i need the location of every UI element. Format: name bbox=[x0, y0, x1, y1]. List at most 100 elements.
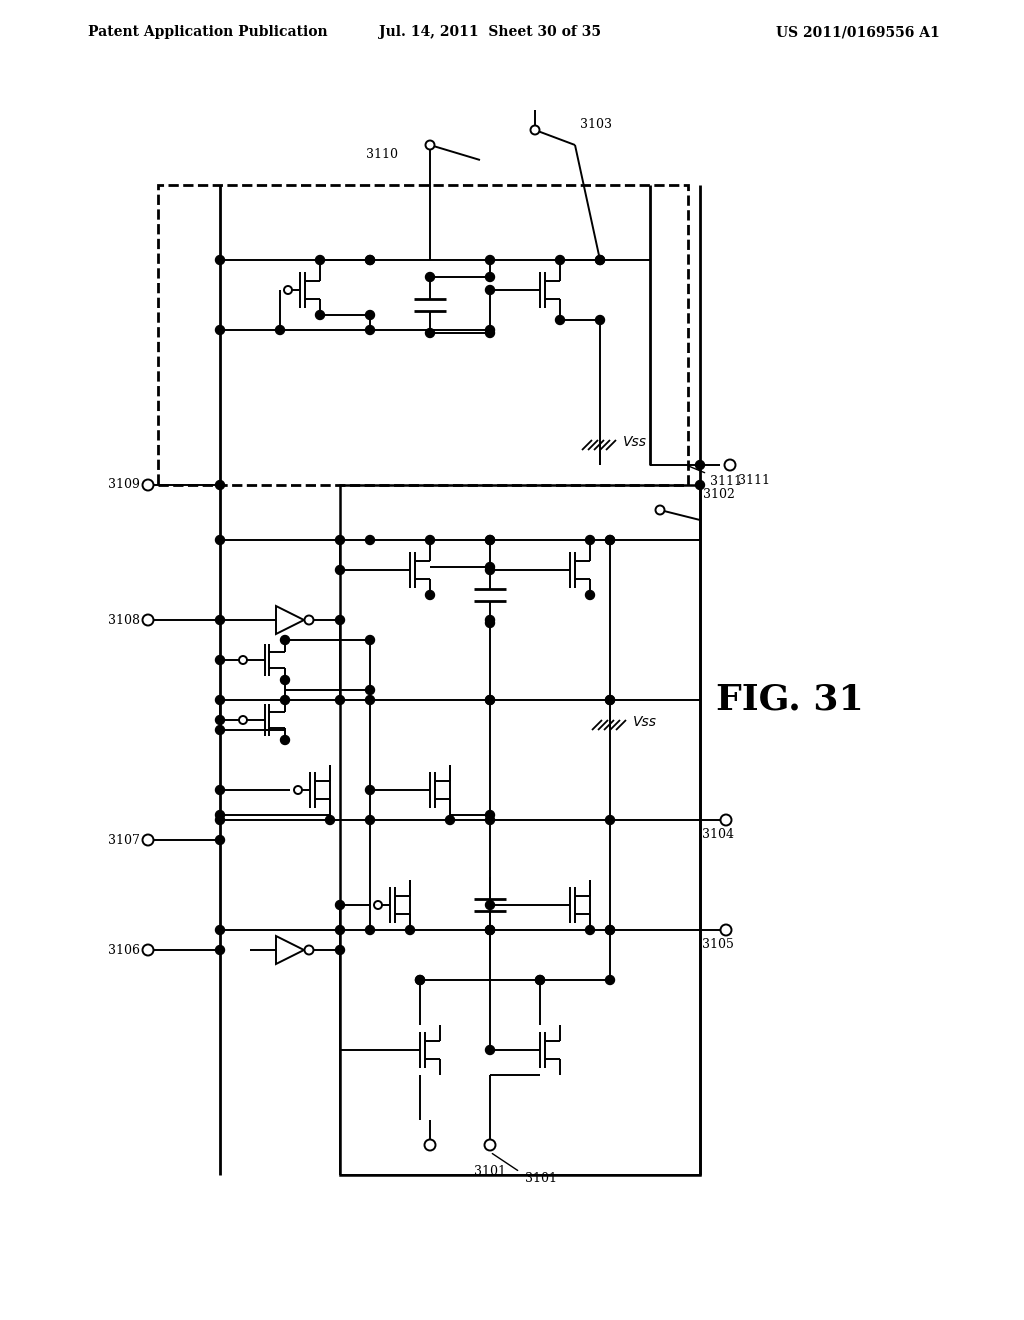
Circle shape bbox=[315, 256, 325, 264]
Circle shape bbox=[605, 975, 614, 985]
Circle shape bbox=[426, 272, 434, 281]
Circle shape bbox=[336, 900, 344, 909]
Circle shape bbox=[406, 925, 415, 935]
Bar bbox=[340, 484, 700, 1175]
Text: FIG. 31: FIG. 31 bbox=[716, 682, 864, 717]
Text: 3105: 3105 bbox=[702, 939, 734, 952]
Circle shape bbox=[215, 945, 224, 954]
Text: 3103: 3103 bbox=[580, 119, 612, 132]
Circle shape bbox=[586, 590, 595, 599]
Text: 3109: 3109 bbox=[109, 479, 140, 491]
Circle shape bbox=[536, 975, 545, 985]
Circle shape bbox=[485, 562, 495, 572]
Circle shape bbox=[215, 726, 224, 734]
Circle shape bbox=[142, 834, 154, 846]
Circle shape bbox=[721, 814, 731, 825]
Text: 3110: 3110 bbox=[366, 149, 398, 161]
Circle shape bbox=[142, 615, 154, 626]
Circle shape bbox=[485, 256, 495, 264]
Circle shape bbox=[366, 536, 375, 544]
Circle shape bbox=[605, 925, 614, 935]
Circle shape bbox=[416, 975, 425, 985]
Circle shape bbox=[425, 1139, 435, 1151]
Circle shape bbox=[215, 715, 224, 725]
Circle shape bbox=[485, 1045, 495, 1055]
Circle shape bbox=[366, 310, 375, 319]
Circle shape bbox=[485, 816, 495, 825]
Circle shape bbox=[142, 945, 154, 956]
Circle shape bbox=[366, 256, 375, 264]
Circle shape bbox=[215, 925, 224, 935]
Circle shape bbox=[215, 536, 224, 544]
Circle shape bbox=[655, 506, 665, 515]
Circle shape bbox=[215, 816, 224, 825]
Circle shape bbox=[275, 326, 285, 334]
Text: US 2011/0169556 A1: US 2011/0169556 A1 bbox=[776, 25, 940, 40]
Circle shape bbox=[426, 329, 434, 338]
Circle shape bbox=[336, 925, 344, 935]
Circle shape bbox=[336, 536, 344, 544]
Circle shape bbox=[304, 945, 313, 954]
Circle shape bbox=[485, 329, 495, 338]
Circle shape bbox=[281, 676, 290, 685]
Circle shape bbox=[374, 902, 382, 909]
Circle shape bbox=[416, 975, 425, 985]
Text: Vss: Vss bbox=[633, 715, 657, 729]
Circle shape bbox=[426, 536, 434, 544]
Circle shape bbox=[281, 696, 290, 705]
Circle shape bbox=[336, 945, 344, 954]
Circle shape bbox=[586, 925, 595, 935]
Circle shape bbox=[485, 272, 495, 281]
Circle shape bbox=[605, 696, 614, 705]
Text: Vss: Vss bbox=[623, 436, 647, 449]
Circle shape bbox=[605, 696, 614, 705]
Circle shape bbox=[555, 256, 564, 264]
Bar bbox=[158, 185, 688, 484]
Text: 3101: 3101 bbox=[525, 1172, 557, 1185]
Circle shape bbox=[721, 924, 731, 936]
Circle shape bbox=[215, 615, 224, 624]
Circle shape bbox=[586, 536, 595, 544]
Circle shape bbox=[485, 565, 495, 574]
Circle shape bbox=[695, 480, 705, 490]
Circle shape bbox=[485, 900, 495, 909]
Circle shape bbox=[366, 785, 375, 795]
Circle shape bbox=[485, 696, 495, 705]
Circle shape bbox=[596, 256, 604, 264]
Circle shape bbox=[215, 836, 224, 845]
Circle shape bbox=[142, 479, 154, 491]
Circle shape bbox=[366, 685, 375, 694]
Circle shape bbox=[485, 615, 495, 624]
Circle shape bbox=[485, 326, 495, 334]
Circle shape bbox=[304, 615, 313, 624]
Circle shape bbox=[605, 536, 614, 544]
Circle shape bbox=[284, 286, 292, 294]
Circle shape bbox=[530, 125, 540, 135]
Circle shape bbox=[725, 459, 735, 470]
Text: 3108: 3108 bbox=[108, 614, 140, 627]
Circle shape bbox=[596, 315, 604, 325]
Text: 3111: 3111 bbox=[738, 474, 770, 487]
Circle shape bbox=[536, 975, 545, 985]
Circle shape bbox=[485, 536, 495, 544]
Circle shape bbox=[215, 256, 224, 264]
Circle shape bbox=[239, 715, 247, 723]
Circle shape bbox=[485, 925, 495, 935]
Circle shape bbox=[215, 785, 224, 795]
Text: 3101: 3101 bbox=[474, 1166, 506, 1177]
Circle shape bbox=[239, 656, 247, 664]
Circle shape bbox=[366, 925, 375, 935]
Text: 3106: 3106 bbox=[108, 944, 140, 957]
Circle shape bbox=[215, 810, 224, 820]
Circle shape bbox=[485, 925, 495, 935]
Circle shape bbox=[336, 696, 344, 705]
Circle shape bbox=[215, 480, 224, 490]
Circle shape bbox=[315, 310, 325, 319]
Circle shape bbox=[281, 735, 290, 744]
Circle shape bbox=[281, 635, 290, 644]
Circle shape bbox=[596, 256, 604, 264]
Text: Jul. 14, 2011  Sheet 30 of 35: Jul. 14, 2011 Sheet 30 of 35 bbox=[379, 25, 601, 40]
Circle shape bbox=[336, 565, 344, 574]
Circle shape bbox=[366, 696, 375, 705]
Text: Patent Application Publication: Patent Application Publication bbox=[88, 25, 328, 40]
